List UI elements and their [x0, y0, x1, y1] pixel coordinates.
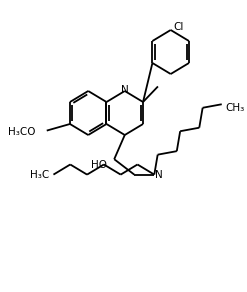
Text: H₃CO: H₃CO [8, 127, 35, 137]
Text: Cl: Cl [173, 22, 184, 32]
Text: CH₃: CH₃ [226, 103, 245, 113]
Text: HO: HO [91, 160, 106, 170]
Text: H₃C: H₃C [30, 170, 50, 180]
Text: N: N [121, 85, 129, 95]
Text: N: N [155, 170, 163, 180]
